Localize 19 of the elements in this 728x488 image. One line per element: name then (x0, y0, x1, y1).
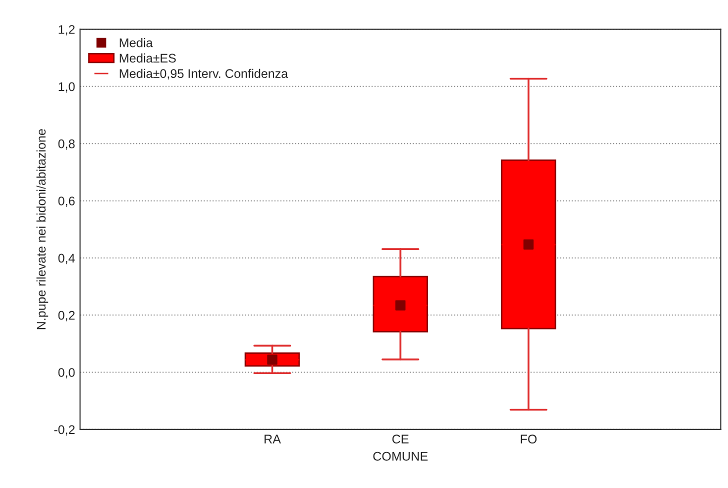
x-axis-title: COMUNE (373, 452, 428, 461)
y-tick-label: -0,2 (54, 425, 75, 436)
y-tick-label: 0,4 (58, 254, 75, 264)
y-tick-label: 0,6 (58, 196, 75, 207)
y-tick-label: 0,8 (58, 139, 75, 150)
y-tick-label: 0,2 (58, 310, 75, 322)
y-axis-title: N.pupe rilevate nei bidoni/abitazione (36, 129, 48, 330)
legend-label: Media±ES (120, 53, 176, 63)
point (395, 300, 406, 310)
annotation: Media±0,95 Interv. Confidenza (120, 68, 288, 80)
y-tick-label: 1,2 (58, 25, 75, 36)
y-tick-label: 0,0 (58, 368, 75, 378)
x-tick-label: CE (392, 434, 409, 444)
point (523, 239, 534, 250)
legend-label: Media (120, 38, 153, 48)
point (267, 354, 278, 365)
x-tick-label: FO (520, 434, 537, 444)
y-tick-label: 1,0 (58, 82, 75, 93)
x-tick-label: RA (264, 434, 281, 444)
